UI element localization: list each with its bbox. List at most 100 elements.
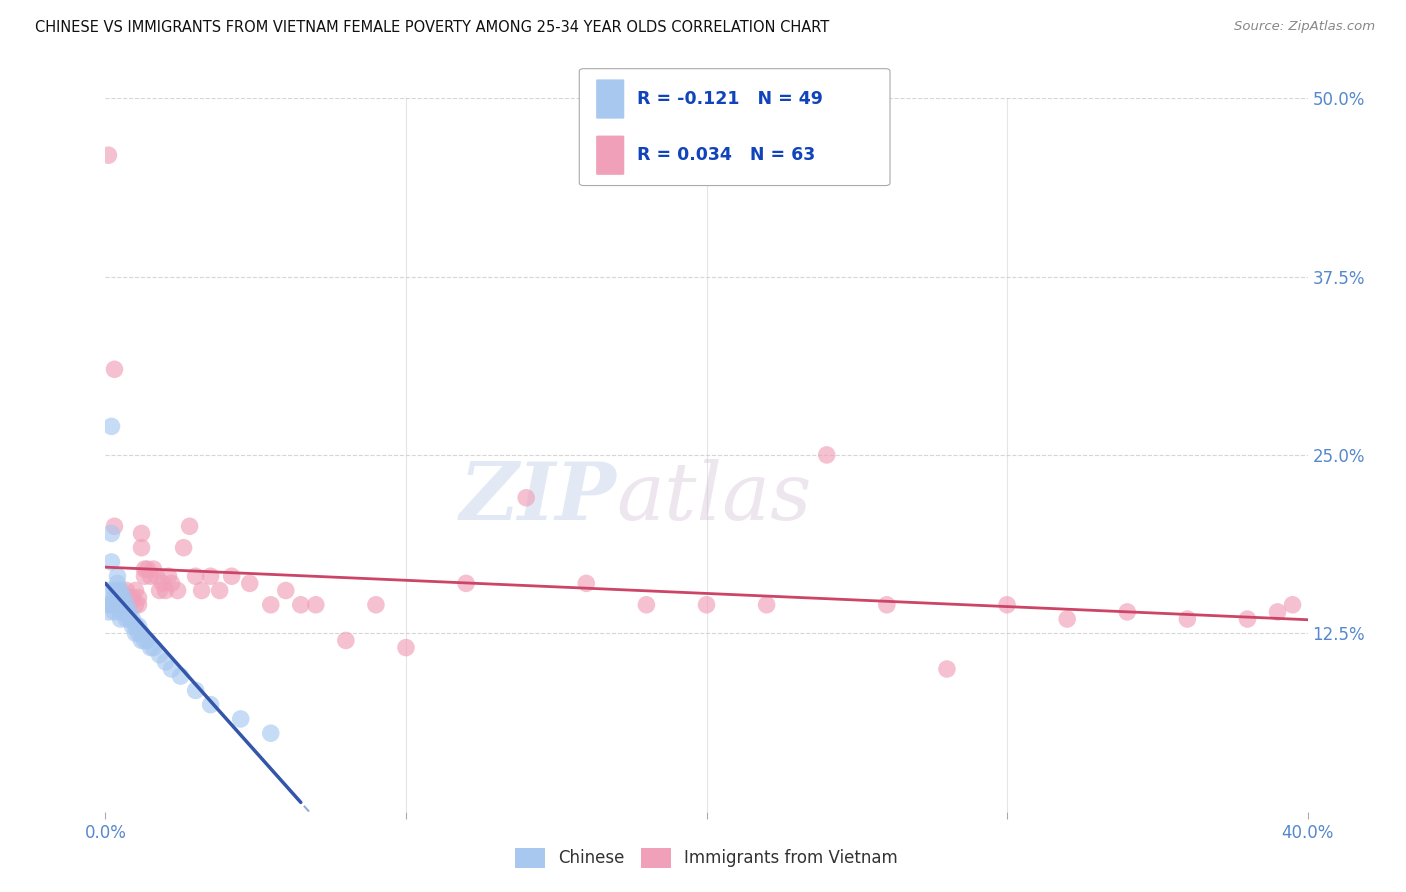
Point [148,648,170,662]
Point [575,576,598,591]
Point [100,555,122,569]
Point [118,612,141,626]
Point [115,598,138,612]
Point [134,569,156,583]
Point [115,598,138,612]
Point [107,598,129,612]
Text: atlas: atlas [616,459,811,536]
Point [136,562,159,576]
Point [142,640,165,655]
Point [131,626,153,640]
Point [100,598,122,612]
Point [124,598,146,612]
Point [118,598,141,612]
Point [131,633,153,648]
Point [121,619,143,633]
Point [200,698,222,712]
Point [1236,612,1258,626]
Point [97,598,120,612]
Point [200,569,222,583]
Legend: Chinese, Immigrants from Vietnam: Chinese, Immigrants from Vietnam [508,841,905,875]
Point [110,598,132,612]
Text: R = -0.121   N = 49: R = -0.121 N = 49 [637,90,823,108]
Point [166,583,188,598]
Point [115,583,138,598]
Point [169,669,191,683]
Point [1116,605,1139,619]
Point [515,491,537,505]
Point [155,583,177,598]
Point [152,576,174,591]
Point [157,569,180,583]
Point [110,583,132,598]
Point [107,598,129,612]
Point [290,598,312,612]
Point [148,583,170,598]
Point [1175,612,1198,626]
Point [128,626,150,640]
Point [97,148,120,162]
Point [118,605,141,619]
Point [110,591,132,605]
Point [229,712,252,726]
Text: ZIP: ZIP [460,459,616,536]
Point [107,576,129,591]
Point [134,562,156,576]
Point [1056,612,1078,626]
Point [121,612,143,626]
Point [134,633,156,648]
Point [160,576,183,591]
Point [1281,598,1303,612]
Point [995,598,1018,612]
Point [221,569,243,583]
Point [103,519,125,533]
Point [115,605,138,619]
Point [305,598,328,612]
Point [755,598,778,612]
Point [124,583,146,598]
Point [107,583,129,598]
Point [110,583,132,598]
Point [1267,605,1289,619]
Point [936,662,959,676]
Point [184,683,207,698]
Point [100,419,122,434]
Point [184,569,207,583]
Point [364,598,387,612]
Point [190,583,212,598]
Point [112,591,135,605]
Point [815,448,838,462]
Point [160,662,183,676]
Point [636,598,658,612]
Point [454,576,477,591]
Point [112,598,135,612]
Point [103,605,125,619]
Point [103,362,125,376]
Point [274,583,297,598]
Point [103,583,125,598]
Point [112,591,135,605]
Point [124,626,146,640]
Text: Source: ZipAtlas.com: Source: ZipAtlas.com [1234,20,1375,33]
Text: CHINESE VS IMMIGRANTS FROM VIETNAM FEMALE POVERTY AMONG 25-34 YEAR OLDS CORRELAT: CHINESE VS IMMIGRANTS FROM VIETNAM FEMAL… [35,20,830,35]
Point [110,605,132,619]
Point [121,591,143,605]
Point [112,605,135,619]
Point [128,598,150,612]
Point [131,541,153,555]
Point [395,640,418,655]
Point [179,519,201,533]
Point [260,598,283,612]
Point [107,591,129,605]
Point [115,612,138,626]
Point [128,619,150,633]
Point [97,605,120,619]
Point [696,598,718,612]
Point [124,619,146,633]
Point [239,576,262,591]
Point [260,726,283,740]
Point [103,598,125,612]
Point [100,526,122,541]
Point [142,562,165,576]
Point [136,633,159,648]
